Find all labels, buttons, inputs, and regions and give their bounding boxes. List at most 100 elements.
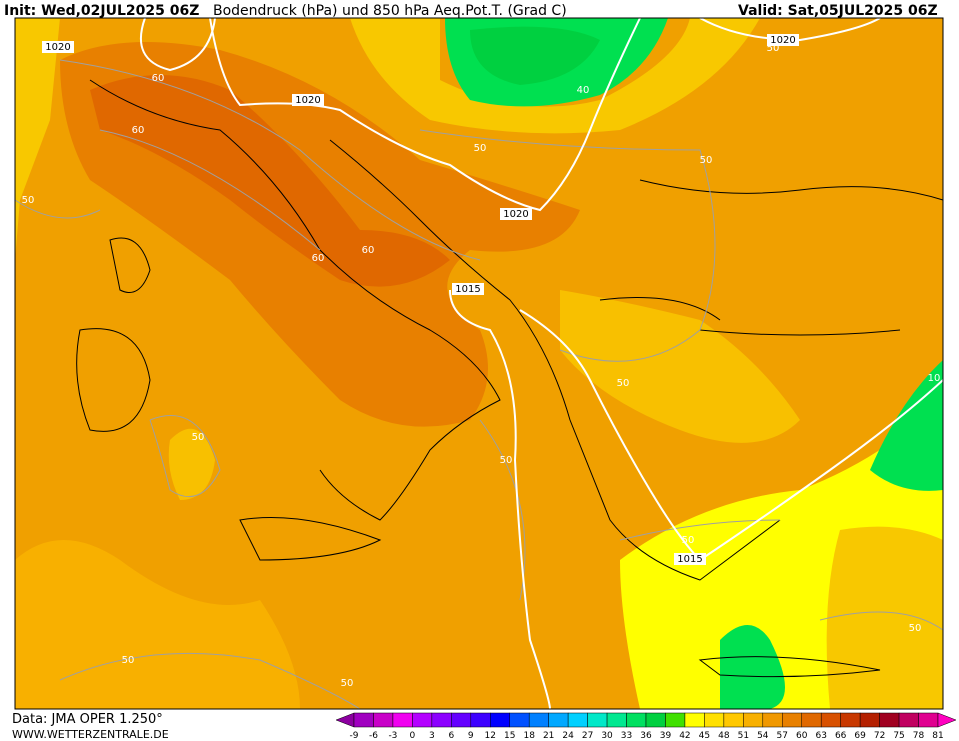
- contour-labels: 1020606010201020504050505010206060101550…: [22, 34, 941, 689]
- coastline: [698, 656, 881, 678]
- contour-label-box: [452, 283, 484, 295]
- contour-label-box: [42, 41, 74, 53]
- colorbar-label: 60: [796, 731, 808, 741]
- colorbar-label: 51: [738, 731, 749, 741]
- website: WWW.WETTERZENTRALE.DE: [12, 728, 169, 741]
- colorbar-label: -6: [369, 731, 378, 741]
- field: [15, 18, 60, 260]
- colorbar-label: 18: [523, 731, 535, 741]
- colorbar-swatch: [801, 712, 822, 728]
- data-source: Data: JMA OPER 1.250°: [12, 712, 163, 727]
- colorbar-swatch: [782, 712, 802, 728]
- colorbar-label: 57: [777, 731, 788, 741]
- contour-label-box: [767, 34, 799, 46]
- coastline: [239, 517, 382, 561]
- contour-label: 60: [132, 125, 145, 136]
- colorbar-label: -9: [350, 731, 359, 741]
- colorbar-swatch: [626, 712, 647, 728]
- contour-label: 50: [341, 678, 354, 689]
- colorbar-swatch: [762, 712, 783, 728]
- contour-label: 40: [577, 85, 590, 96]
- map-frame: [14, 17, 944, 710]
- field: [560, 290, 800, 443]
- colorbar-arrow-left: [335, 712, 355, 728]
- colorbar-swatch: [509, 712, 530, 728]
- colorbar-label: 45: [699, 731, 710, 741]
- colorbar-swatch: [587, 712, 608, 728]
- colorbar-swatch: [723, 712, 744, 728]
- colorbar-label: 81: [932, 731, 943, 741]
- contour-label: 50: [909, 623, 922, 634]
- colorbar-swatch: [743, 712, 764, 728]
- contour-label: 1020: [503, 209, 528, 220]
- valid-time: Valid: Sat,05JUL2025 06Z: [738, 3, 938, 19]
- colorbar-label: 63: [815, 731, 826, 741]
- isobar: [449, 289, 551, 710]
- contour: [14, 199, 221, 498]
- colorbar-swatch: [392, 712, 413, 728]
- colorbar-swatch: [606, 712, 627, 728]
- contour-label: 60: [152, 73, 165, 84]
- border: [599, 179, 944, 336]
- isobar: [699, 17, 881, 42]
- contour-label: 50: [617, 378, 630, 389]
- colorbar-swatch: [451, 712, 472, 728]
- colorbar-swatch: [470, 712, 491, 728]
- colorbar-label: 66: [835, 731, 847, 741]
- colorbar-swatch: [918, 712, 939, 728]
- colorbar-label: 75: [893, 731, 904, 741]
- init-time: Init: Wed,02JUL2025 06Z: [4, 3, 199, 19]
- colorbar-swatch: [567, 712, 588, 728]
- contour-label: 60: [362, 245, 375, 256]
- colorbar-label: 9: [468, 731, 474, 741]
- contour-label: 1015: [455, 284, 480, 295]
- contour: [59, 59, 481, 261]
- contour-label-box: [500, 208, 532, 220]
- isobar: [519, 309, 944, 562]
- contour-label: 50: [682, 535, 695, 546]
- theta-e-contours: [14, 59, 944, 710]
- colorbar-label: 42: [679, 731, 690, 741]
- field: [826, 526, 943, 709]
- colorbar-label: 12: [485, 731, 496, 741]
- contour-label-box: [292, 94, 324, 106]
- colorbar-label: 24: [562, 731, 574, 741]
- colorbar-swatch: [548, 712, 569, 728]
- colorbar-label: 48: [718, 731, 730, 741]
- colorbar-swatch: [879, 712, 900, 728]
- colorbar: -9 -6 -3 0 3 6 9 12 15 18 21 24 27 30 33 36 39 42 45 48 51 54…: [335, 712, 957, 741]
- contour-label: 50: [192, 432, 205, 443]
- colorbar-swatch: [645, 712, 666, 728]
- colorbar-swatch: [840, 712, 861, 728]
- colorbar-swatch: [859, 712, 880, 728]
- contour-label: 1015: [677, 554, 702, 565]
- colorbar-swatch: [412, 712, 433, 728]
- contour-label: 50: [767, 43, 780, 54]
- colorbar-label: 78: [913, 731, 925, 741]
- field: [90, 75, 450, 287]
- isobar: [140, 17, 641, 212]
- contour-label: 10: [928, 373, 941, 384]
- contour-label: 1020: [295, 95, 320, 106]
- colorbar-swatch: [684, 712, 705, 728]
- colorbar-label: 0: [410, 731, 416, 741]
- field: [350, 18, 760, 134]
- colorbar-arrow-right: [937, 712, 957, 728]
- coastline: [76, 237, 151, 432]
- colorbar-label: 30: [601, 731, 613, 741]
- colorbar-label: 72: [874, 731, 885, 741]
- contour: [59, 419, 944, 710]
- contour-label: 50: [500, 455, 513, 466]
- colorbar-label: 69: [854, 731, 866, 741]
- coastlines: [76, 79, 944, 678]
- colorbar-label: 36: [640, 731, 652, 741]
- field: [15, 540, 300, 709]
- contour: [419, 129, 716, 362]
- contour-label: 1020: [770, 35, 795, 46]
- colorbar-swatch: [490, 712, 510, 728]
- field: [168, 428, 215, 500]
- field: [720, 625, 785, 709]
- contour-label: 1020: [45, 42, 70, 53]
- colorbar-label: 6: [448, 731, 454, 741]
